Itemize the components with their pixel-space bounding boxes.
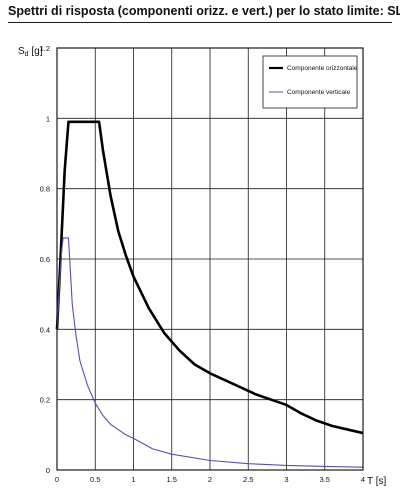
y-tick-label: 1 bbox=[46, 114, 50, 123]
y-tick-label: 0.6 bbox=[40, 255, 50, 264]
title-underline bbox=[8, 22, 392, 23]
x-tick-label: 0 bbox=[55, 475, 59, 484]
y-tick-label: 0.8 bbox=[40, 185, 50, 194]
x-tick-label: 3.5 bbox=[320, 475, 330, 484]
x-tick-label: 4 bbox=[361, 475, 365, 484]
x-tick-label: 2 bbox=[208, 475, 212, 484]
y-tick-label: 1.2 bbox=[40, 44, 50, 53]
legend-label-verticale: Componente verticale bbox=[287, 89, 351, 96]
y-axis-label-sub: d bbox=[25, 51, 29, 58]
chart-title: Spettri di risposta (componenti orizz. e… bbox=[8, 4, 400, 18]
x-tick-label: 3 bbox=[284, 475, 288, 484]
x-tick-label: 0.5 bbox=[90, 475, 100, 484]
x-tick-label: 2.5 bbox=[243, 475, 253, 484]
series-line-orizzontale bbox=[55, 120, 364, 435]
x-tick-label: 1.5 bbox=[167, 475, 177, 484]
legend-label-orizzontale: Componente orizzontale bbox=[287, 65, 358, 72]
y-tick-labels: 0 0.2 0.4 0.6 0.8 1 1.2 bbox=[40, 44, 50, 475]
y-tick-label: 0.4 bbox=[40, 325, 50, 334]
x-axis-label: T [s] bbox=[367, 476, 386, 487]
y-tick-label: 0.2 bbox=[40, 396, 50, 405]
legend: Componente orizzontale Componente vertic… bbox=[262, 55, 358, 109]
y-tick-label: 0 bbox=[46, 466, 50, 475]
grid bbox=[56, 47, 364, 471]
y-axis-label-main: S bbox=[18, 46, 25, 57]
x-tick-labels: 0 0.5 1 1.5 2 2.5 3 3.5 4 bbox=[55, 475, 365, 484]
series-line-verticale bbox=[56, 237, 364, 468]
y-axis-label-unit: [g] bbox=[29, 46, 43, 57]
plot-frame bbox=[56, 47, 364, 471]
series-lines bbox=[55, 120, 364, 468]
x-tick-label: 1 bbox=[131, 475, 135, 484]
legend-box bbox=[262, 55, 358, 109]
y-axis-label: Sd [g] bbox=[18, 46, 43, 58]
